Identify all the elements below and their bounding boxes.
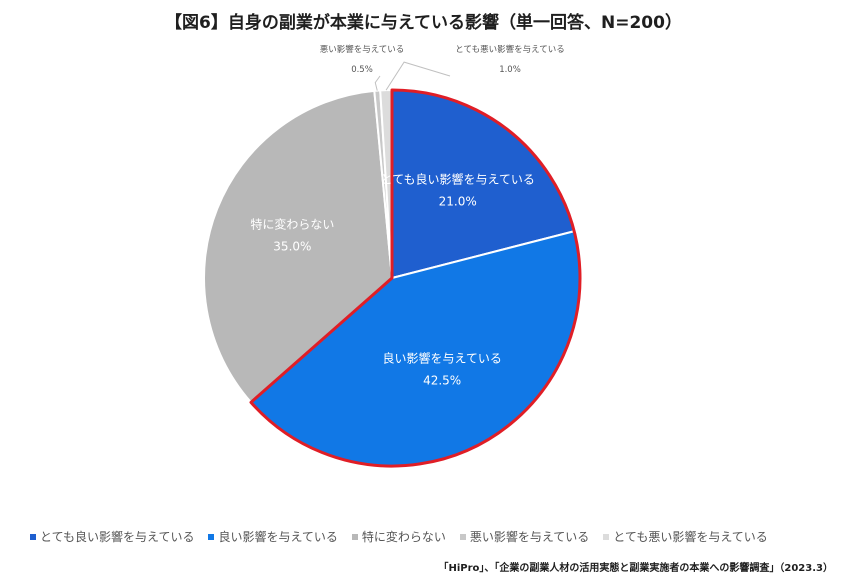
source-note: 「HiPro」、「企業の副業人材の活用実態と副業実施者の本業への影響調査」（20… <box>438 563 833 574</box>
legend-swatch-5 <box>603 533 610 540</box>
legend: とても良い影響を与えている 良い影響を与えている 特に変わらない 悪い影響を与えている… <box>30 528 768 545</box>
legend-item-2: 良い影響を与えている <box>208 528 338 545</box>
slice-value-3: 35.0% <box>273 240 311 254</box>
legend-label-5: とても悪い影響を与えている <box>613 530 768 544</box>
legend-swatch-1 <box>30 533 36 540</box>
slice-value-1: 21.0% <box>439 194 477 208</box>
leader-line-4 <box>374 75 381 91</box>
outer-value-4: 0.5% <box>351 65 373 75</box>
slice-label-3: 特に変わらない <box>250 217 334 232</box>
legend-swatch-3 <box>351 533 358 540</box>
legend-label-3: 特に変わらない <box>361 530 446 544</box>
legend-swatch-4 <box>459 533 466 540</box>
legend-label-2: 良い影響を与えている <box>218 530 338 544</box>
slice-label-1: とても良い影響を与えている <box>380 171 534 186</box>
legend-item-3: 特に変わらない <box>351 528 446 545</box>
pie-slice-3 <box>203 89 394 404</box>
legend-label-1: とても良い影響を与えている <box>40 530 195 544</box>
outer-label-5: とても悪い影響を与えている <box>455 44 564 55</box>
outer-label-4: 悪い影響を与えている <box>320 44 405 55</box>
highlight-outline <box>249 88 582 468</box>
legend-swatch-2 <box>208 533 215 540</box>
leader-line-5 <box>385 61 451 91</box>
legend-label-4: 悪い影響を与えている <box>469 530 590 544</box>
legend-item-4: 悪い影響を与えている <box>459 528 590 545</box>
slice-value-2: 42.5% <box>423 374 461 388</box>
chart-title: 【図6】自身の副業が本業に与えている影響（単一回答、N=200） <box>165 13 682 33</box>
outer-value-5: 1.0% <box>499 65 521 75</box>
legend-item-1: とても良い影響を与えている <box>30 528 194 545</box>
slice-label-2: 良い影響を与えている <box>382 351 501 366</box>
legend-item-5: とても悪い影響を与えている <box>603 528 768 545</box>
